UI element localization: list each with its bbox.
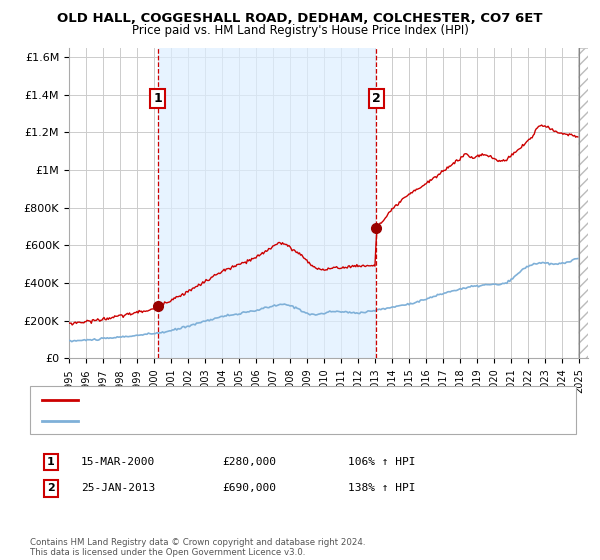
Text: OLD HALL, COGGESHALL ROAD, DEDHAM, COLCHESTER, CO7 6ET (detached house): OLD HALL, COGGESHALL ROAD, DEDHAM, COLCH… xyxy=(84,395,496,405)
Text: £690,000: £690,000 xyxy=(222,483,276,493)
Text: £280,000: £280,000 xyxy=(222,457,276,467)
Text: 25-JAN-2013: 25-JAN-2013 xyxy=(81,483,155,493)
Text: 15-MAR-2000: 15-MAR-2000 xyxy=(81,457,155,467)
Text: 106% ↑ HPI: 106% ↑ HPI xyxy=(348,457,415,467)
Text: 138% ↑ HPI: 138% ↑ HPI xyxy=(348,483,415,493)
Bar xyxy=(578,48,588,358)
Text: 2: 2 xyxy=(47,483,55,493)
Text: OLD HALL, COGGESHALL ROAD, DEDHAM, COLCHESTER, CO7 6ET: OLD HALL, COGGESHALL ROAD, DEDHAM, COLCH… xyxy=(57,12,543,25)
Text: HPI: Average price, detached house, Colchester: HPI: Average price, detached house, Colc… xyxy=(84,416,317,426)
Text: 1: 1 xyxy=(153,92,162,105)
Text: Contains HM Land Registry data © Crown copyright and database right 2024.
This d: Contains HM Land Registry data © Crown c… xyxy=(30,538,365,557)
Text: 1: 1 xyxy=(47,457,55,467)
Text: Price paid vs. HM Land Registry's House Price Index (HPI): Price paid vs. HM Land Registry's House … xyxy=(131,24,469,36)
Text: 2: 2 xyxy=(372,92,381,105)
Bar xyxy=(158,48,376,358)
